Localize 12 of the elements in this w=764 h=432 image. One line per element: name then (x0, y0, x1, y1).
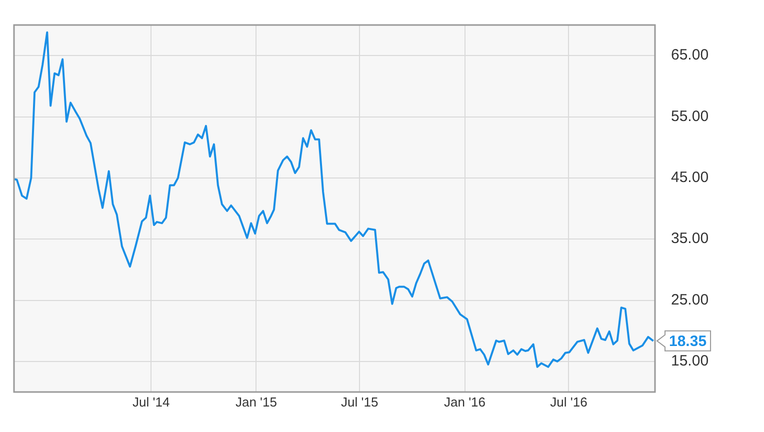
y-tick-label: 35.00 (671, 230, 709, 248)
x-tick-label: Jul '15 (341, 394, 378, 410)
x-tick-label: Jul '16 (550, 394, 588, 410)
annotation: 18.35 (669, 333, 707, 350)
y-tick-label: 55.00 (671, 108, 709, 125)
x-tick-label: Jan '16 (444, 394, 486, 410)
y-tick-label: 45.00 (671, 169, 709, 186)
y-tick-label: 15.00 (671, 352, 709, 370)
x-tick-label: Jan '15 (235, 394, 277, 410)
x-tick-label: Jul '14 (132, 394, 170, 410)
y-tick-label: 65.00 (671, 46, 709, 64)
y-tick-label: 25.00 (671, 291, 709, 308)
